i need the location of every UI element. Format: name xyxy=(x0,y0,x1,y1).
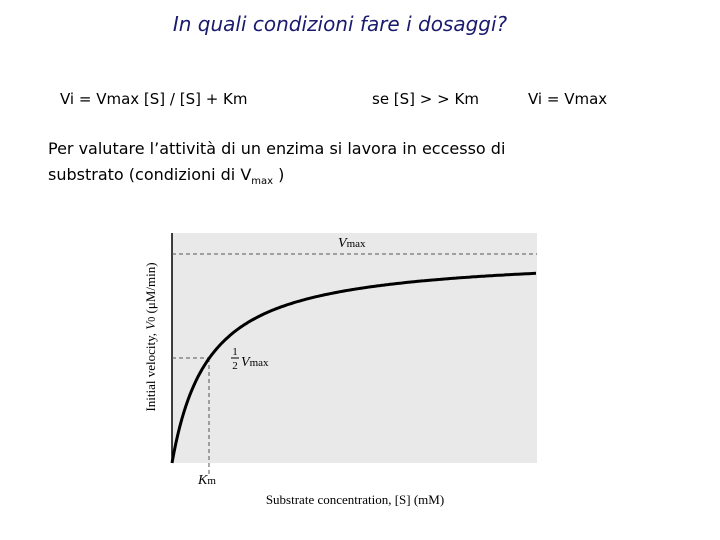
text: V xyxy=(338,236,348,251)
fraction: 1 xyxy=(232,346,238,358)
text: ) xyxy=(278,165,285,184)
km-label: Km xyxy=(197,473,216,488)
plot-area xyxy=(172,233,537,463)
text: V xyxy=(241,355,251,370)
text: max xyxy=(250,357,269,369)
formula: Vi = Vmax [S] / [S] + Km xyxy=(60,90,248,108)
paragraph-line: Per valutare l’attività di un enzima si … xyxy=(48,139,506,158)
paragraph-line: substrato (condizioni di Vmax ) xyxy=(48,162,505,195)
half-vmax-label: Vmax xyxy=(241,355,269,370)
fraction: 2 xyxy=(232,360,238,372)
formula: se [S] > > Km xyxy=(372,90,479,108)
title: In quali condizioni fare i dosaggi? xyxy=(172,12,508,36)
text: (μM/min) xyxy=(143,262,158,316)
text: K xyxy=(197,473,208,488)
text: m xyxy=(207,475,216,487)
paragraph: Per valutare l’attività di un enzima si … xyxy=(48,136,505,195)
y-axis-label: Initial velocity, V0 (μM/min) xyxy=(143,262,158,411)
text: V xyxy=(143,320,158,330)
text: 0 xyxy=(147,317,158,322)
text: Initial velocity, xyxy=(143,330,158,412)
formula: Vi = Vmax xyxy=(528,90,608,108)
text: substrato (condizioni di V xyxy=(48,165,252,184)
curve xyxy=(170,271,537,464)
x-axis-label: Substrate concentration, [S] (mM) xyxy=(266,492,444,507)
subscript: max xyxy=(251,176,274,188)
vmax-label: Vmax xyxy=(338,236,366,251)
text: max xyxy=(347,238,366,250)
